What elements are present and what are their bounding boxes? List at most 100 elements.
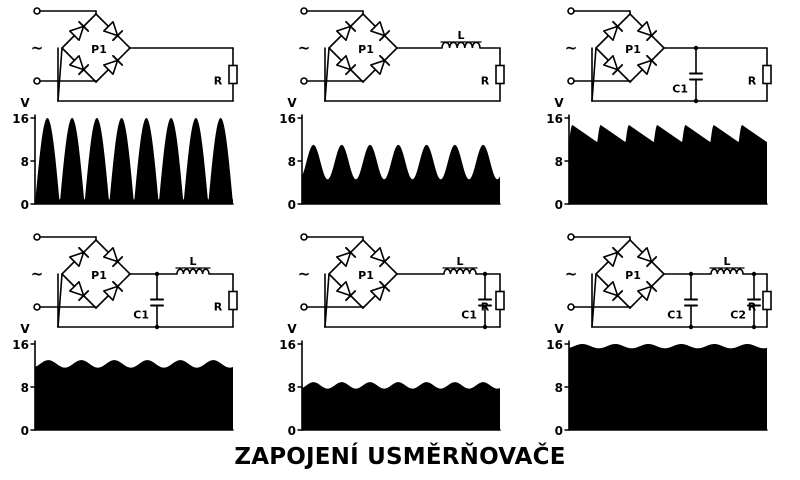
- input-terminal: [300, 77, 308, 85]
- unit-label: V: [20, 322, 30, 336]
- diode-cathode: [646, 54, 658, 66]
- diode: [336, 20, 357, 41]
- diode-cathode: [612, 246, 624, 258]
- diode-anode: [370, 285, 386, 301]
- input-terminal: [33, 77, 41, 85]
- diode-anode: [637, 21, 653, 37]
- diode: [103, 247, 124, 268]
- junction-dot: [751, 271, 757, 277]
- bridge-label: P1: [358, 269, 374, 282]
- capacitor-label: C1: [461, 309, 477, 322]
- inductor: L: [175, 255, 211, 275]
- diode-anode: [69, 281, 85, 297]
- diode-anode: [336, 281, 352, 297]
- diode-cathode: [112, 54, 124, 66]
- tick-label: 16: [279, 338, 296, 352]
- diode-cathode: [612, 20, 624, 32]
- diode-anode: [103, 21, 119, 37]
- diode: [69, 20, 90, 41]
- tick-label: 16: [546, 338, 563, 352]
- inductor-label: L: [723, 255, 730, 268]
- tick-label: 0: [21, 198, 29, 212]
- inductor-coil: [710, 268, 744, 275]
- tick-label: 8: [288, 155, 296, 169]
- diode-cathode: [345, 290, 357, 302]
- diode-anode: [370, 21, 386, 37]
- bridge-rectifier: P1: [595, 239, 665, 309]
- resistor-body: [228, 64, 238, 85]
- input-terminal: [300, 7, 308, 15]
- load-resistor: R: [748, 47, 772, 102]
- junction-dot: [693, 45, 699, 51]
- diode-anode: [69, 55, 85, 71]
- resistor-body: [495, 290, 505, 311]
- figure-caption: ZAPOJENÍ USMĚRŇOVAČE: [234, 444, 566, 470]
- diode: [637, 54, 658, 75]
- diode-cathode: [78, 290, 90, 302]
- diode: [637, 280, 658, 301]
- tick-label: 8: [555, 381, 563, 395]
- circuit-bridge-c-l: ~ P1 L C1 R: [31, 233, 238, 330]
- junction-dot: [693, 98, 699, 104]
- resistor-label: R: [748, 75, 757, 88]
- diode-cathode: [112, 280, 124, 292]
- tick-label: 8: [21, 155, 29, 169]
- unit-label: V: [287, 322, 297, 336]
- ac-symbol: ~: [31, 39, 44, 57]
- inductor: L: [442, 255, 478, 275]
- input-terminal: [33, 233, 41, 241]
- resistor-label: R: [481, 75, 490, 88]
- tick-label: 0: [555, 198, 563, 212]
- diode-anode: [637, 285, 653, 301]
- diode: [370, 54, 391, 75]
- junction-dot: [751, 324, 757, 330]
- unit-label: V: [287, 96, 297, 110]
- diode: [336, 281, 357, 302]
- tick-label: 8: [21, 381, 29, 395]
- inductor-label: L: [456, 255, 463, 268]
- diode: [637, 21, 658, 42]
- diode: [69, 281, 90, 302]
- diode-anode: [370, 59, 386, 75]
- circuit-bridge-c: ~ P1 C1 R: [565, 7, 772, 104]
- capacitor: C1: [672, 45, 703, 104]
- waveform-plot-bridge-only: V 16 8 0: [12, 96, 234, 212]
- diode-anode: [336, 55, 352, 71]
- circuit-bridge-c-l-c: ~ P1 L C1 C2R: [565, 233, 772, 330]
- bridge-label: P1: [91, 269, 107, 282]
- resistor-body: [495, 64, 505, 85]
- capacitor-label: C1: [672, 83, 688, 96]
- bridge-label: P1: [625, 269, 641, 282]
- ac-symbol: ~: [565, 39, 578, 57]
- resistor-label: R: [481, 301, 490, 314]
- tick-label: 16: [546, 112, 563, 126]
- diode: [603, 281, 624, 302]
- diode-cathode: [345, 20, 357, 32]
- tick-label: 16: [12, 112, 29, 126]
- capacitor: C1: [461, 271, 492, 330]
- input-terminal: [300, 303, 308, 311]
- diode-cathode: [78, 20, 90, 32]
- unit-label: V: [554, 322, 564, 336]
- resistor-label: R: [748, 301, 757, 314]
- diode: [370, 247, 391, 268]
- diode-anode: [69, 251, 85, 267]
- diode-cathode: [345, 246, 357, 258]
- diode-anode: [103, 285, 119, 301]
- diode-anode: [69, 25, 85, 41]
- diode: [370, 21, 391, 42]
- junction-dot: [154, 271, 160, 277]
- capacitor-label: C1: [667, 309, 683, 322]
- waveform-area: [569, 344, 767, 430]
- junction-dot: [688, 324, 694, 330]
- diode: [69, 246, 90, 267]
- resistor-label: R: [214, 75, 223, 88]
- bridge-label: P1: [91, 43, 107, 56]
- input-terminal: [33, 7, 41, 15]
- resistor-body: [762, 290, 772, 311]
- input-terminal: [567, 303, 575, 311]
- diode-cathode: [379, 30, 391, 42]
- inductor: L: [709, 255, 745, 275]
- diode-anode: [603, 251, 619, 267]
- tick-label: 0: [21, 424, 29, 438]
